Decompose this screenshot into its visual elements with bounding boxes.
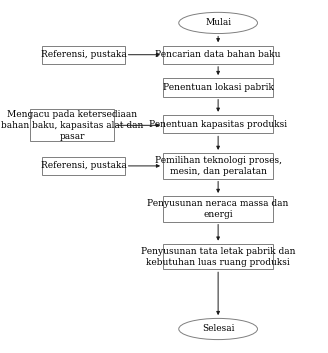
Text: Penyusunan tata letak pabrik dan
kebutuhan luas ruang produksi: Penyusunan tata letak pabrik dan kebutuh… bbox=[141, 247, 296, 267]
Text: Selesai: Selesai bbox=[202, 324, 235, 334]
Bar bbox=[30, 109, 114, 141]
Bar bbox=[42, 157, 126, 175]
Text: Mulai: Mulai bbox=[205, 18, 231, 28]
Text: Mengacu pada ketersediaan
bahan baku, kapasitas alat dan
pasar: Mengacu pada ketersediaan bahan baku, ka… bbox=[1, 110, 143, 141]
Bar bbox=[163, 196, 273, 222]
Bar bbox=[163, 153, 273, 179]
Bar bbox=[163, 115, 273, 133]
Text: Referensi, pustaka: Referensi, pustaka bbox=[41, 161, 127, 170]
Bar bbox=[163, 46, 273, 64]
Bar bbox=[163, 78, 273, 97]
Bar bbox=[163, 244, 273, 269]
Bar bbox=[42, 46, 126, 64]
Text: Penyusunan neraca massa dan
energi: Penyusunan neraca massa dan energi bbox=[147, 199, 289, 219]
Text: Referensi, pustaka: Referensi, pustaka bbox=[41, 50, 127, 59]
Text: Penentuan lokasi pabrik: Penentuan lokasi pabrik bbox=[163, 83, 274, 92]
Text: Pencarian data bahan baku: Pencarian data bahan baku bbox=[155, 50, 281, 59]
Text: Pemilihan teknologi proses,
mesin, dan peralatan: Pemilihan teknologi proses, mesin, dan p… bbox=[154, 156, 282, 176]
Text: Penentuan kapasitas produksi: Penentuan kapasitas produksi bbox=[149, 120, 287, 129]
